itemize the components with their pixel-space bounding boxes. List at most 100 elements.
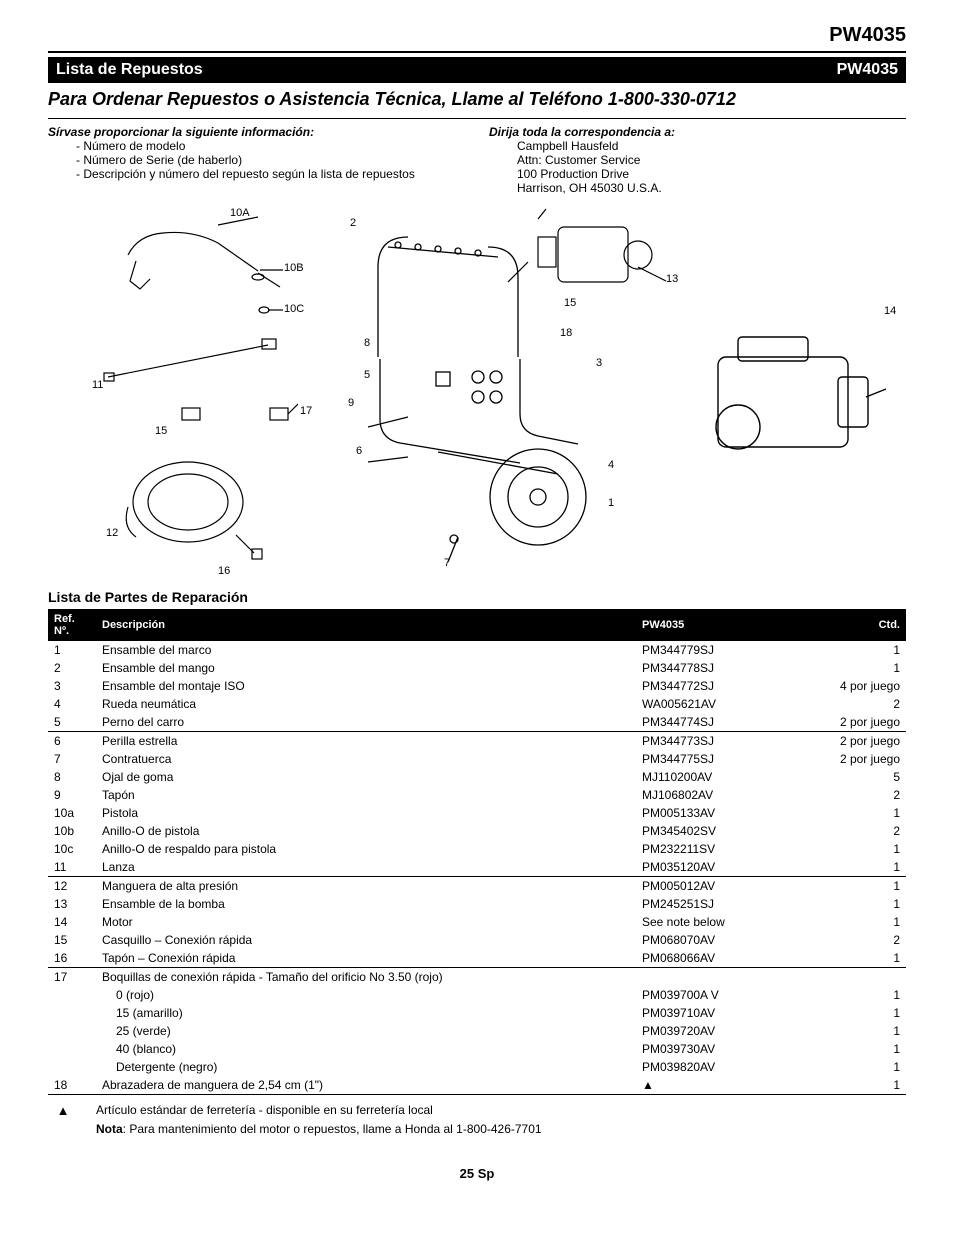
cell-pn: PM039720AV bbox=[636, 1022, 796, 1040]
cell-ref: 17 bbox=[48, 968, 96, 987]
table-row: 10cAnillo-O de respaldo para pistolaPM23… bbox=[48, 840, 906, 858]
cell-desc: Detergente (negro) bbox=[96, 1058, 636, 1076]
table-row: 40 (blanco)PM039730AV1 bbox=[48, 1040, 906, 1058]
table-row: 25 (verde)PM039720AV1 bbox=[48, 1022, 906, 1040]
cell-qty: 1 bbox=[796, 804, 906, 822]
footnote-1: Artículo estándar de ferretería - dispon… bbox=[96, 1103, 433, 1118]
cell-ref: 16 bbox=[48, 949, 96, 968]
info-right-item-2: 100 Production Drive bbox=[489, 167, 906, 181]
callout-15a: 15 bbox=[155, 425, 167, 437]
th-qty: Ctd. bbox=[796, 609, 906, 641]
section-bar: Lista de Repuestos PW4035 bbox=[48, 57, 906, 83]
info-left-lead: Sírvase proporcionar la siguiente inform… bbox=[48, 125, 465, 139]
cell-qty: 1 bbox=[796, 1076, 906, 1094]
cell-qty: 2 por juego bbox=[796, 713, 906, 732]
cell-desc: Rueda neumática bbox=[96, 695, 636, 713]
cell-pn: PM345402SV bbox=[636, 822, 796, 840]
cell-desc: Manguera de alta presión bbox=[96, 877, 636, 896]
footnote-spacer bbox=[48, 1122, 78, 1136]
callout-14: 14 bbox=[884, 305, 896, 317]
cell-ref: 3 bbox=[48, 677, 96, 695]
cell-ref: 5 bbox=[48, 713, 96, 732]
cell-desc: Tapón – Conexión rápida bbox=[96, 949, 636, 968]
cell-desc: Anillo-O de pistola bbox=[96, 822, 636, 840]
info-left-item-0: - Número de modelo bbox=[48, 139, 465, 153]
cell-pn: PM344774SJ bbox=[636, 713, 796, 732]
cell-qty: 1 bbox=[796, 1040, 906, 1058]
callout-7: 7 bbox=[444, 557, 450, 569]
cell-desc: Ensamble del mango bbox=[96, 659, 636, 677]
callout-16: 16 bbox=[218, 565, 230, 577]
info-right-lead: Dirija toda la correspondencia a: bbox=[489, 125, 906, 139]
cell-qty: 5 bbox=[796, 768, 906, 786]
order-line: Para Ordenar Repuestos o Asistencia Técn… bbox=[48, 83, 906, 119]
table-row: 10bAnillo-O de pistolaPM345402SV2 bbox=[48, 822, 906, 840]
callout-11: 11 bbox=[92, 379, 103, 391]
info-right-item-1: Attn: Customer Service bbox=[489, 153, 906, 167]
cell-ref bbox=[48, 986, 96, 1004]
section-model: PW4035 bbox=[837, 61, 898, 79]
footnotes: ▲ Artículo estándar de ferretería - disp… bbox=[48, 1095, 906, 1138]
cell-qty: 1 bbox=[796, 858, 906, 877]
table-row: 15 (amarillo)PM039710AV1 bbox=[48, 1004, 906, 1022]
top-rule bbox=[48, 51, 906, 53]
table-row: 13Ensamble de la bombaPM245251SJ1 bbox=[48, 895, 906, 913]
cell-qty: 1 bbox=[796, 1058, 906, 1076]
page-number: 25 Sp bbox=[48, 1138, 906, 1181]
cell-qty: 1 bbox=[796, 1022, 906, 1040]
cell-desc: 40 (blanco) bbox=[96, 1040, 636, 1058]
cell-ref: 14 bbox=[48, 913, 96, 931]
table-row: 5Perno del carroPM344774SJ2 por juego bbox=[48, 713, 906, 732]
cell-desc: Perilla estrella bbox=[96, 732, 636, 751]
callout-3: 3 bbox=[596, 357, 602, 369]
cell-ref: 13 bbox=[48, 895, 96, 913]
cell-ref bbox=[48, 1022, 96, 1040]
cell-ref: 10a bbox=[48, 804, 96, 822]
table-row: Detergente (negro)PM039820AV1 bbox=[48, 1058, 906, 1076]
table-row: 7ContratuercaPM344775SJ2 por juego bbox=[48, 750, 906, 768]
cell-ref bbox=[48, 1004, 96, 1022]
cell-pn: PM344773SJ bbox=[636, 732, 796, 751]
cell-pn: PM039710AV bbox=[636, 1004, 796, 1022]
table-row: 11LanzaPM035120AV1 bbox=[48, 858, 906, 877]
cell-qty: 2 bbox=[796, 786, 906, 804]
info-col-right: Dirija toda la correspondencia a: Campbe… bbox=[489, 125, 906, 195]
cell-ref: 12 bbox=[48, 877, 96, 896]
engine-icon bbox=[688, 307, 888, 487]
table-title: Lista de Partes de Reparación bbox=[48, 577, 906, 609]
lance-icon bbox=[98, 337, 298, 397]
cell-pn: PM232211SV bbox=[636, 840, 796, 858]
table-row: 15Casquillo – Conexión rápidaPM068070AV2 bbox=[48, 931, 906, 949]
cell-ref bbox=[48, 1058, 96, 1076]
cell-ref: 7 bbox=[48, 750, 96, 768]
cell-desc: Ensamble de la bomba bbox=[96, 895, 636, 913]
cell-ref: 4 bbox=[48, 695, 96, 713]
cell-pn: PM245251SJ bbox=[636, 895, 796, 913]
footnote-triangle-icon: ▲ bbox=[48, 1103, 78, 1118]
table-row: 8Ojal de gomaMJ110200AV5 bbox=[48, 768, 906, 786]
cell-ref: 11 bbox=[48, 858, 96, 877]
cell-qty: 4 por juego bbox=[796, 677, 906, 695]
info-left-item-2: - Descripción y número del repuesto segú… bbox=[48, 167, 465, 181]
cell-ref: 8 bbox=[48, 768, 96, 786]
cell-pn: PM344778SJ bbox=[636, 659, 796, 677]
exploded-diagram: 10A 10B 10C 11 15 17 12 16 bbox=[48, 207, 906, 577]
cell-pn: PM035120AV bbox=[636, 858, 796, 877]
table-row: 10aPistolaPM005133AV1 bbox=[48, 804, 906, 822]
cell-qty bbox=[796, 968, 906, 987]
hose-icon bbox=[118, 447, 268, 567]
table-row: 18Abrazadera de manguera de 2,54 cm (1")… bbox=[48, 1076, 906, 1094]
parts-table: Ref.Nº. Descripción PW4035 Ctd. 1Ensambl… bbox=[48, 609, 906, 1094]
cell-pn: PM005012AV bbox=[636, 877, 796, 896]
cell-ref: 18 bbox=[48, 1076, 96, 1094]
cell-qty: 2 bbox=[796, 822, 906, 840]
cell-pn: PM344772SJ bbox=[636, 677, 796, 695]
cell-ref: 9 bbox=[48, 786, 96, 804]
th-pn: PW4035 bbox=[636, 609, 796, 641]
cell-ref: 6 bbox=[48, 732, 96, 751]
cell-desc: Contratuerca bbox=[96, 750, 636, 768]
cell-desc: Perno del carro bbox=[96, 713, 636, 732]
footnote-2: Nota: Para mantenimiento del motor o rep… bbox=[96, 1122, 542, 1136]
callout-2: 2 bbox=[350, 217, 356, 229]
cell-desc: Lanza bbox=[96, 858, 636, 877]
